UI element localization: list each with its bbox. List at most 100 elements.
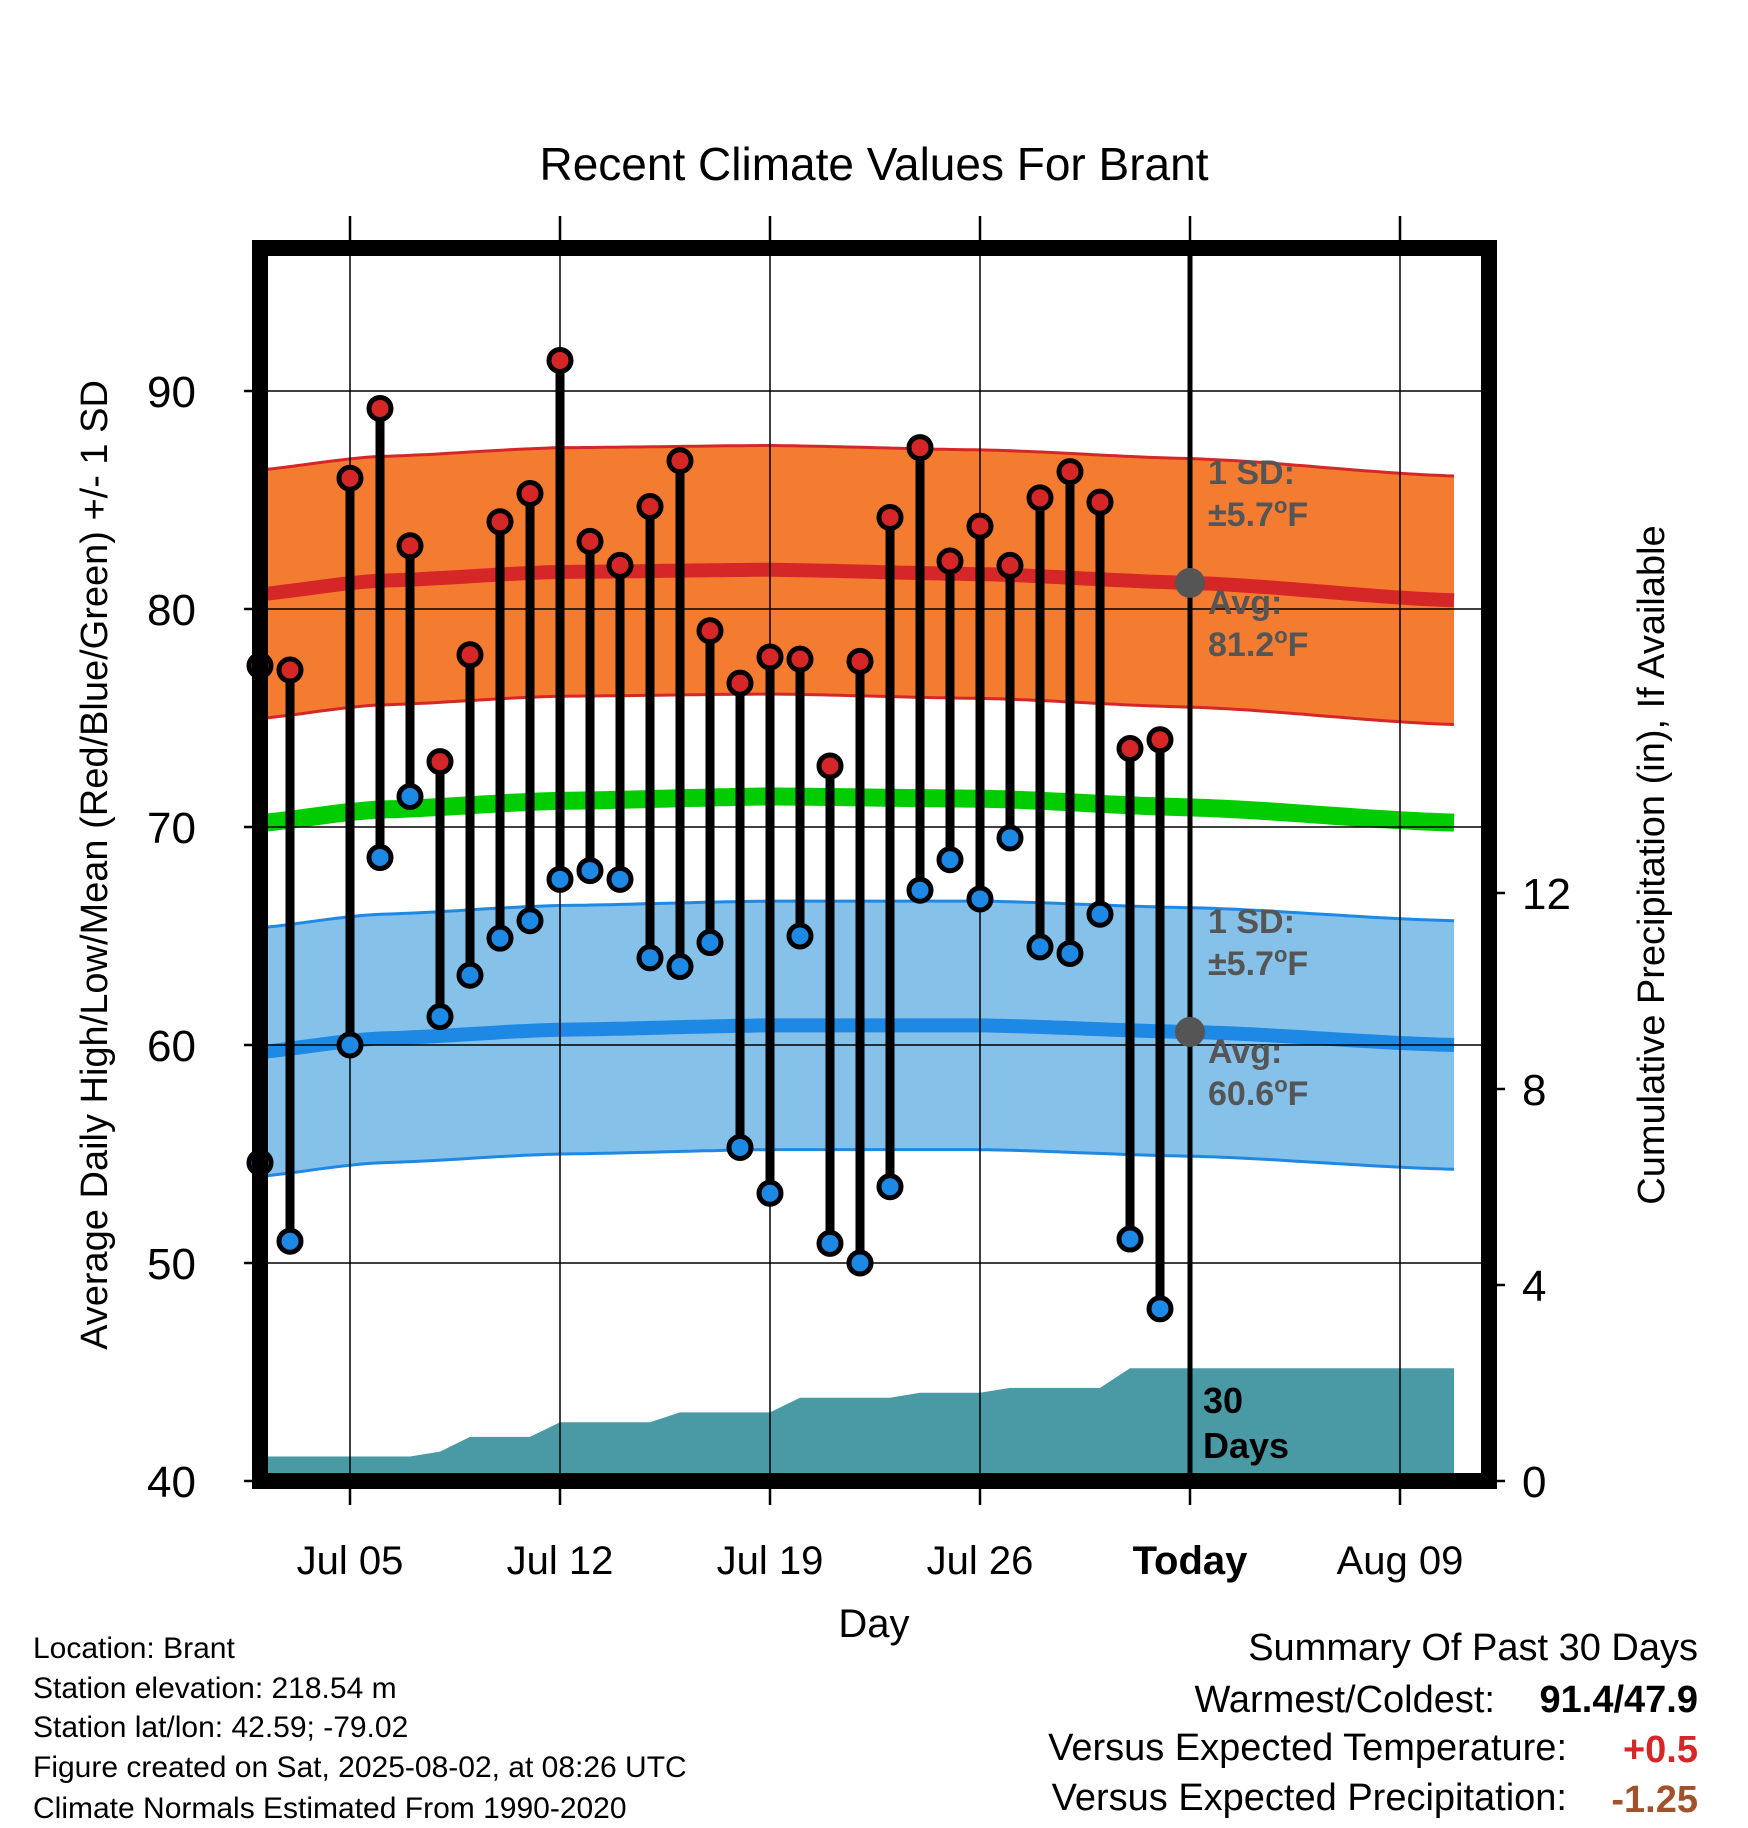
daily-low-marker bbox=[906, 876, 934, 904]
precip-cumulative-area bbox=[268, 1368, 1454, 1475]
daily-high-marker bbox=[966, 512, 994, 540]
daily-low-marker bbox=[726, 1133, 754, 1161]
daily-markers bbox=[246, 346, 1174, 1323]
y-left-tick-label: 60 bbox=[147, 1022, 196, 1071]
daily-low-marker bbox=[1146, 1295, 1174, 1323]
y-right-tick-label: 12 bbox=[1522, 870, 1571, 919]
daily-low-marker bbox=[576, 857, 604, 885]
grid-lines bbox=[268, 256, 1481, 1475]
high-sd-label: 1 SD: bbox=[1208, 454, 1295, 492]
precip-days-label: Days bbox=[1203, 1425, 1289, 1466]
high-sd-upper-edge bbox=[268, 444, 1455, 478]
daily-high-marker bbox=[576, 527, 604, 555]
summary-warm-cold-label: Warmest/Coldest: bbox=[1194, 1679, 1495, 1721]
y-right-tick-label: 8 bbox=[1522, 1066, 1546, 1115]
daily-high-marker bbox=[906, 434, 934, 462]
summary-panel: Summary Of Past 30 Days Warmest/Coldest:… bbox=[1048, 1627, 1698, 1821]
x-tick-label: Jul 12 bbox=[507, 1539, 614, 1583]
daily-low-marker bbox=[816, 1229, 844, 1257]
x-tick-label: Aug 09 bbox=[1337, 1539, 1464, 1583]
daily-low-marker bbox=[786, 922, 814, 950]
daily-high-marker bbox=[336, 464, 364, 492]
daily-high-marker bbox=[876, 503, 904, 531]
daily-low-marker bbox=[336, 1031, 364, 1059]
daily-low-marker bbox=[846, 1249, 874, 1277]
precip-days-number: 30 bbox=[1203, 1380, 1243, 1421]
daily-high-marker bbox=[366, 394, 394, 422]
daily-high-marker bbox=[726, 669, 754, 697]
daily-high-marker bbox=[816, 752, 844, 780]
daily-high-marker bbox=[486, 508, 514, 536]
high-sd-lower-edge bbox=[268, 692, 1455, 726]
low-sd-lower-edge bbox=[268, 1148, 1455, 1178]
daily-low-marker bbox=[996, 824, 1024, 852]
daily-low-marker bbox=[696, 929, 724, 957]
daily-low-marker bbox=[516, 907, 544, 935]
low-sd-label: 1 SD: bbox=[1208, 903, 1295, 941]
daily-high-marker bbox=[786, 645, 814, 673]
daily-high-marker bbox=[1116, 735, 1144, 763]
daily-high-marker bbox=[1056, 458, 1084, 486]
high-avg-line bbox=[268, 562, 1455, 608]
footer-created: Figure created on Sat, 2025-08-02, at 08… bbox=[33, 1751, 687, 1784]
summary-precip-label: Versus Expected Precipitation: bbox=[1052, 1777, 1567, 1819]
today-high-avg-dot bbox=[1175, 567, 1205, 598]
axes: 40 50 60 70 80 90 0 4 8 12 Jul 05 Jul 12 Jul 19 Jul 2… bbox=[147, 216, 1571, 1583]
plot-frame bbox=[252, 240, 1497, 1489]
footer-info: Location: Brant Station elevation: 218.5… bbox=[33, 1632, 687, 1825]
summary-temp-label: Versus Expected Temperature: bbox=[1048, 1727, 1567, 1769]
precip-area-group bbox=[268, 1368, 1454, 1475]
daily-low-marker bbox=[366, 844, 394, 872]
today-low-avg-dot bbox=[1175, 1016, 1205, 1047]
daily-low-marker bbox=[396, 782, 424, 810]
x-tick-label: Today bbox=[1133, 1539, 1249, 1583]
footer-latlon: Station lat/lon: 42.59; -79.02 bbox=[33, 1711, 408, 1744]
summary-temp-value: +0.5 bbox=[1623, 1729, 1698, 1771]
daily-high-marker bbox=[1086, 488, 1114, 516]
daily-high-marker bbox=[996, 551, 1024, 579]
high-avg-label: Avg: bbox=[1208, 584, 1282, 622]
daily-high-marker bbox=[396, 532, 424, 560]
daily-high-marker bbox=[516, 479, 544, 507]
y-right-tick-label: 0 bbox=[1522, 1458, 1546, 1507]
high-avg-value: 81.2oF bbox=[1208, 623, 1308, 664]
daily-low-marker bbox=[1116, 1225, 1144, 1253]
daily-high-marker bbox=[666, 447, 694, 475]
low-avg-value: 60.6oF bbox=[1208, 1072, 1308, 1113]
chart-title: Recent Climate Values For Brant bbox=[540, 138, 1209, 190]
y-axis-left-label: Average Daily High/Low/Mean (Red/Blue/Gr… bbox=[74, 380, 116, 1350]
daily-low-marker bbox=[1056, 939, 1084, 967]
footer-normals: Climate Normals Estimated From 1990-2020 bbox=[33, 1792, 627, 1825]
daily-low-marker bbox=[756, 1179, 784, 1207]
daily-low-marker bbox=[636, 944, 664, 972]
x-tick-label: Jul 26 bbox=[927, 1539, 1034, 1583]
footer-location: Location: Brant bbox=[33, 1632, 235, 1665]
high-sd-value: ±5.7oF bbox=[1208, 493, 1308, 534]
y-axis-right-label: Cumulative Precipitation (in), If Availa… bbox=[1631, 525, 1673, 1204]
low-avg-line bbox=[268, 1018, 1455, 1059]
y-right-tick-label: 4 bbox=[1522, 1262, 1546, 1311]
summary-warm-cold-value: 91.4/47.9 bbox=[1540, 1679, 1698, 1721]
low-avg-label: Avg: bbox=[1208, 1033, 1282, 1071]
daily-low-marker bbox=[486, 924, 514, 952]
x-axis-label: Day bbox=[838, 1602, 909, 1646]
daily-low-marker bbox=[936, 846, 964, 874]
y-left-tick-label: 40 bbox=[147, 1458, 196, 1507]
daily-high-marker bbox=[606, 551, 634, 579]
y-left-tick-label: 90 bbox=[147, 368, 196, 417]
daily-low-marker bbox=[876, 1173, 904, 1201]
x-tick-label: Jul 19 bbox=[717, 1539, 824, 1583]
daily-low-marker bbox=[966, 885, 994, 913]
daily-low-marker bbox=[666, 953, 694, 981]
plot-border bbox=[252, 240, 1497, 1489]
daily-high-marker bbox=[1026, 484, 1054, 512]
daily-low-marker bbox=[606, 865, 634, 893]
daily-high-marker bbox=[546, 346, 574, 374]
daily-high-marker bbox=[1146, 726, 1174, 754]
footer-elevation: Station elevation: 218.54 m bbox=[33, 1672, 397, 1705]
daily-low-marker bbox=[426, 1003, 454, 1031]
daily-low-marker bbox=[1026, 933, 1054, 961]
summary-title: Summary Of Past 30 Days bbox=[1248, 1627, 1698, 1669]
